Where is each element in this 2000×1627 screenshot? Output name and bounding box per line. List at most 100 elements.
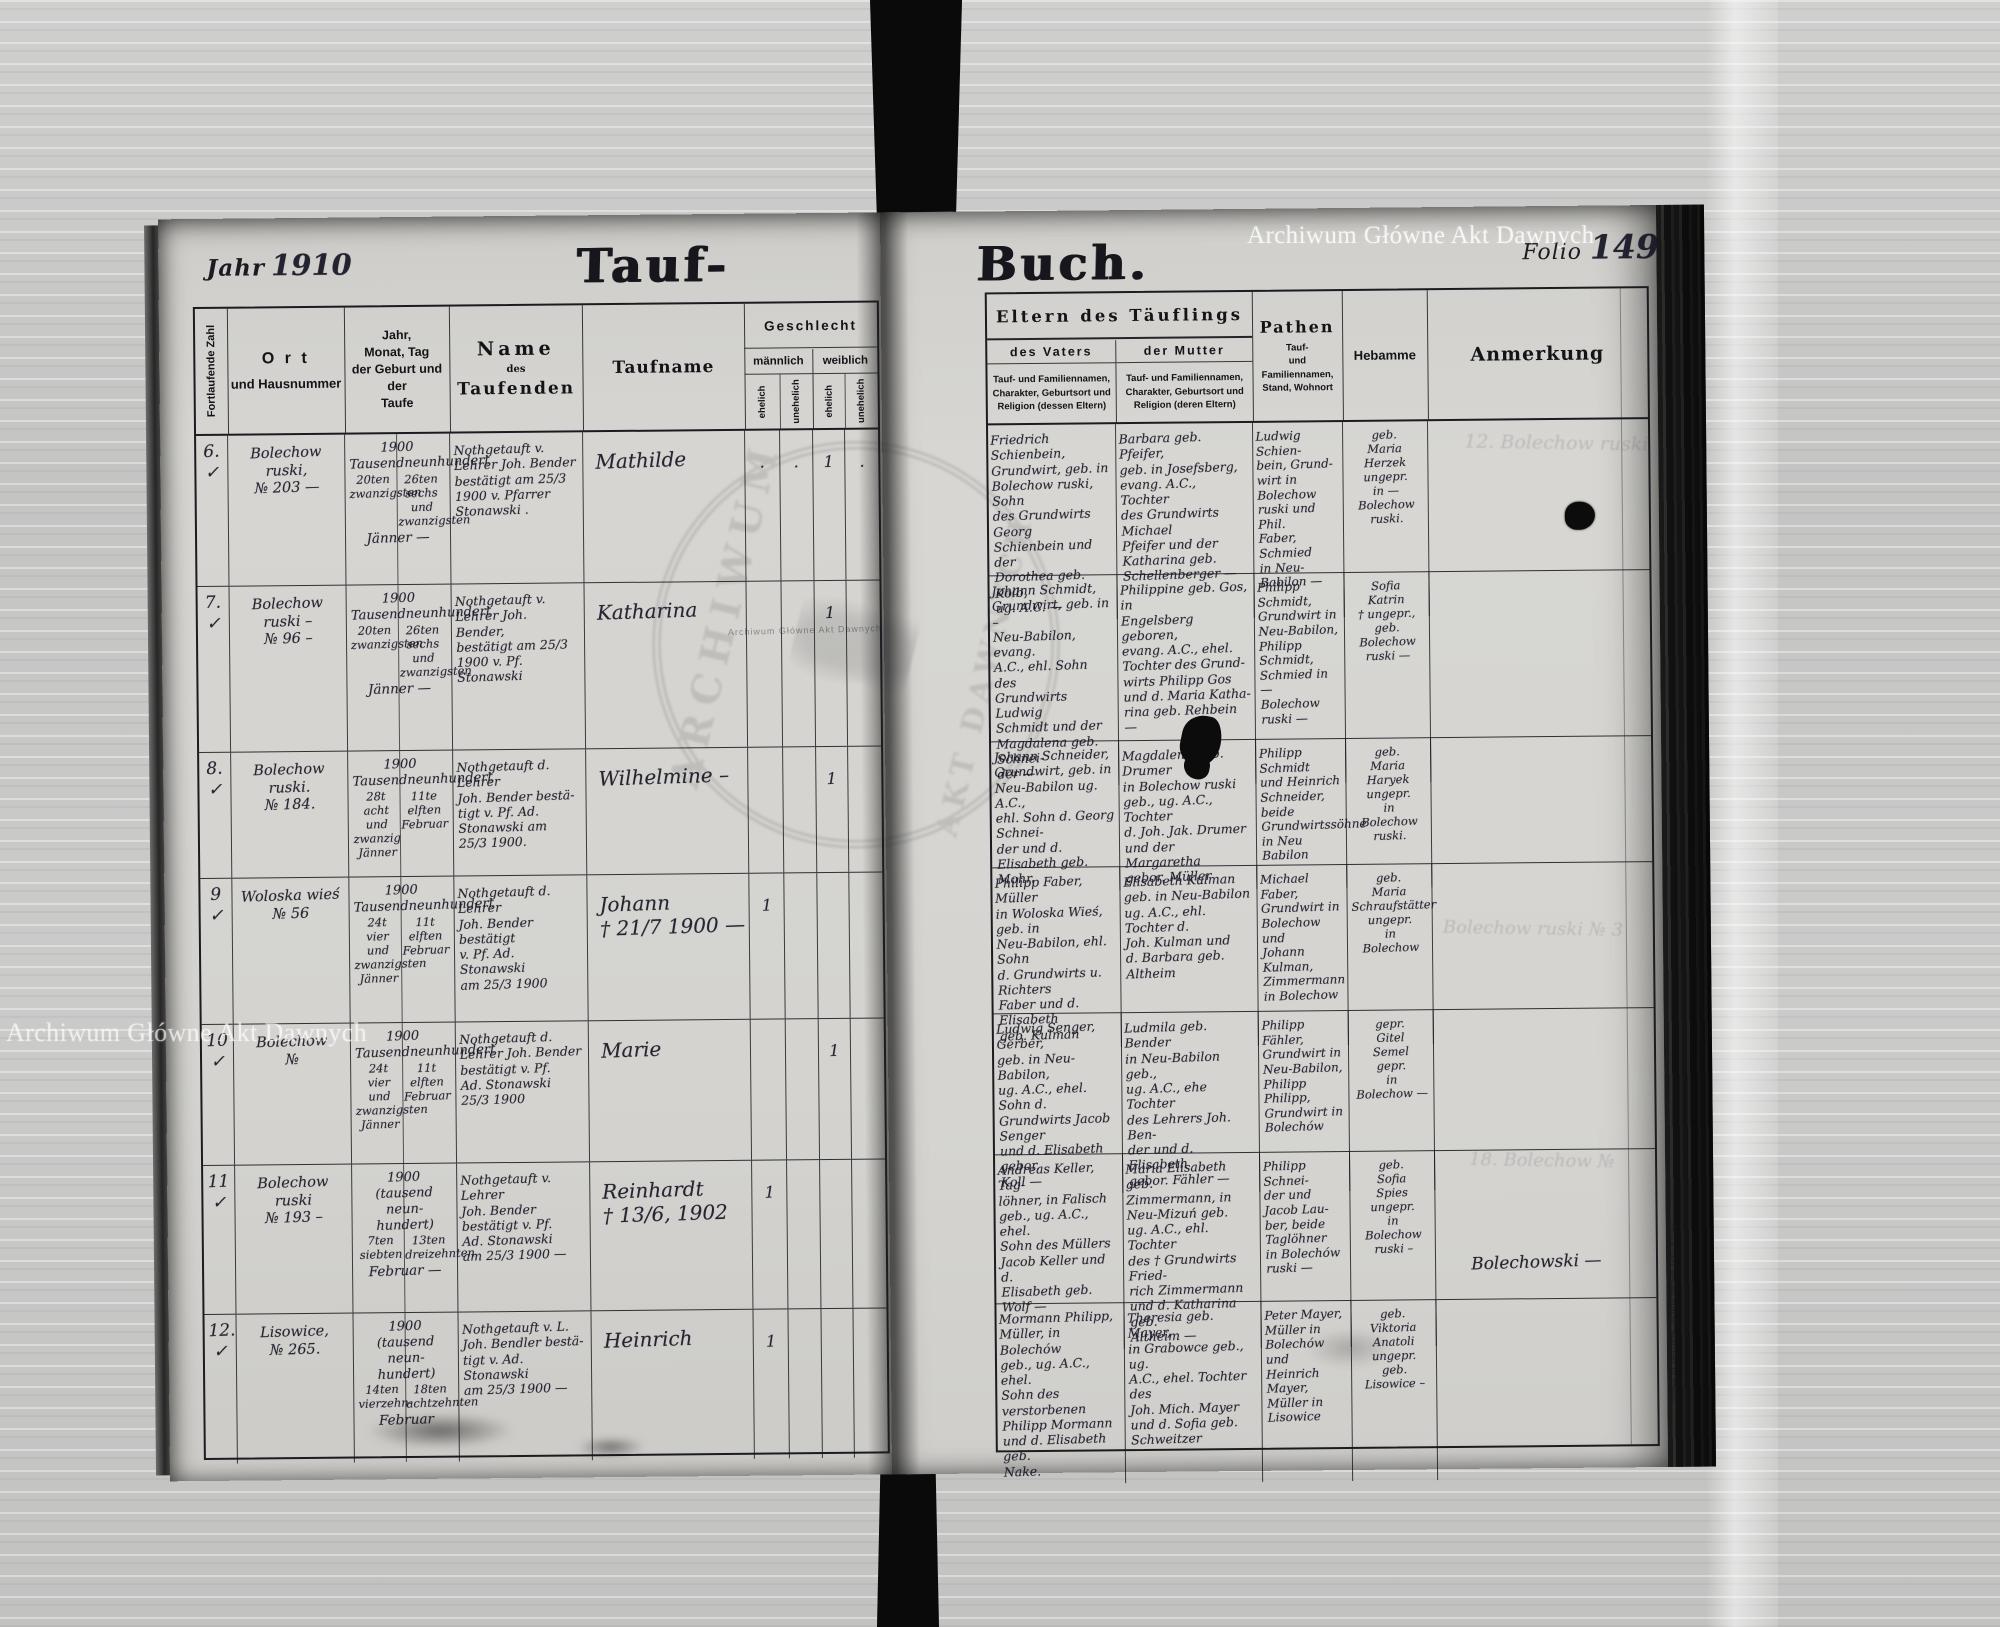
baptizer-note: Nothgetauft d. Lehrer Joh. Bender bestä-… — [456, 756, 575, 852]
entry-day-columns: 20ten zwanzigsten 26ten sechs und zwanzi… — [349, 471, 470, 528]
register-table-left: Fortlaufende Zahl O r t und Hausnummer J… — [192, 300, 890, 1464]
remark-text: Bolechowski — — [1470, 1250, 1602, 1275]
entry-place-cell: Lisowice, № 265. — [236, 1313, 355, 1464]
entry-day-columns: 24t vier und zwanzigsten Jänner 11t elft… — [354, 914, 451, 985]
godparents-details: Philipp Fähler, Grundwirt in Neu-Babilon… — [1261, 1017, 1344, 1136]
header-name-des-taufenden: Name des Taufenden — [449, 305, 583, 431]
female-legitimate-mark: 1 — [823, 451, 835, 472]
baptism-name-cell: Marie — [588, 1019, 753, 1162]
female-illegitimate-mark: . — [859, 451, 865, 471]
entry-number-cell: 8. ✓ — [199, 752, 233, 879]
father-details: Mormann Philipp, Müller, in Bolechów geb… — [998, 1308, 1114, 1480]
mother-details: Elisabeth Kulman geb. in Neu-Babilon ug.… — [1123, 871, 1251, 982]
father-cell: Mormann Philipp, Müller, in Bolechów geb… — [996, 1303, 1127, 1485]
mother-details: Philippine geb. Gos, in Engelsberg gebor… — [1119, 578, 1251, 735]
baptism-name: Heinrich — [603, 1325, 693, 1353]
male-legitimate-cell — [750, 1019, 788, 1160]
archive-watermark-bottom-left: Archiwum Główne Akt Dawnych — [6, 1018, 368, 1047]
header-m-ehelich: ehelich — [744, 374, 782, 429]
header-taufname: Taufname — [582, 304, 745, 431]
entry-place-cell: Woloska wieś № 56 — [232, 877, 351, 1024]
mother-details: Theresia geb. Mayer, in Grabowce geb., u… — [1126, 1307, 1247, 1448]
baptizer-note: Nothgetauft v. Lehrer Joh. Bender, bestä… — [454, 591, 569, 686]
entry-year: 1900 Tausendneunhundert — [352, 756, 493, 790]
header-weiblich: weiblich — [813, 347, 878, 374]
male-illegitimate-cell — [784, 873, 819, 1019]
baptism-day: 11t elften Februar — [403, 1060, 452, 1104]
right-table-header: Eltern des Täuflings des Vaters der Mutt… — [986, 288, 1648, 426]
remark-cell — [1436, 1298, 1658, 1480]
baptizer-note: Nothgetauft d. Lehrer Joh. Bender bestät… — [457, 882, 551, 993]
male-illegitimate-mark — [797, 587, 798, 603]
male-illegitimate-mark — [800, 879, 801, 895]
register-row-right: Ludwig Senger, Gerber, geb. in Neu-Babil… — [993, 1007, 1655, 1195]
male-illegitimate-mark — [802, 1025, 803, 1041]
female-legitimate-mark: 1 — [829, 1040, 841, 1061]
entry-number: 12. ✓ — [208, 1320, 236, 1362]
baptizer-note: Nothgetauft v. Lehrer Joh. Bender bestät… — [460, 1170, 567, 1265]
male-illegitimate-cell — [781, 581, 817, 747]
header-label: der Mutter — [1143, 343, 1225, 358]
baptizer-cell: Nothgetauft v. Lehrer Joh. Bender bestät… — [457, 1162, 592, 1312]
entry-number: 11 ✓ — [207, 1171, 230, 1213]
header-pathen: Pathen Tauf- und Familiennamen, Stand, W… — [1252, 291, 1343, 421]
register-row-right: Mormann Philipp, Müller, in Bolechów geb… — [996, 1297, 1658, 1485]
male-legitimate-mark — [765, 754, 766, 770]
entry-place: Bolechow ruski, № 203 — — [250, 444, 322, 498]
baptism-day: 11te elften Februar — [401, 788, 449, 832]
entry-number-cell: 12. ✓ — [204, 1314, 238, 1464]
baptism-name: Wilhelmine – — [598, 762, 730, 791]
female-illegitimate-mark — [870, 1315, 871, 1331]
bleed-through-text: 18. Bolechow № — [1468, 1148, 1615, 1173]
baptism-name-cell: Reinhardt † 13/6, 1902 — [590, 1160, 754, 1311]
male-legitimate-cell — [746, 581, 784, 747]
baptism-name: Mathilde — [595, 446, 687, 474]
left-table-header: Fortlaufende Zahl O r t und Hausnummer J… — [194, 302, 879, 437]
bleed-through-text: Bolechow ruski № 3 — [1442, 916, 1624, 941]
entry-place-cell: Bolechow ruski, № 203 — — [228, 434, 347, 586]
female-legitimate-mark: 1 — [825, 602, 836, 623]
entry-place: Bolechow ruski. № 184. — [253, 761, 325, 815]
header-label: Pathen — [1259, 317, 1335, 337]
entry-month: Februar — — [368, 1262, 442, 1281]
header-eltern: Eltern des Täuflings — [986, 291, 1253, 341]
godparents-details: Michael Faber, Grundwirt in Bolechow und… — [1259, 871, 1346, 1004]
male-legitimate-cell: 1 — [749, 873, 786, 1019]
entry-number: 6. ✓ — [203, 441, 220, 483]
header-datum: Jahr, Monat, Tag der Geburt und der Tauf… — [344, 307, 450, 433]
header-label: Geschlecht — [764, 317, 857, 334]
register-row-left: 9 ✓ Woloska wieś № 56 1900 Tausendneunhu… — [200, 871, 884, 1024]
baptism-name: Katharina — [596, 597, 698, 625]
female-illegitimate-mark — [863, 587, 864, 603]
header-w-unehelich: unehelich — [844, 373, 878, 427]
entry-day-columns: 24t vier und zwanzigsten Jänner 11t elft… — [355, 1060, 452, 1131]
entry-number-cell: 7. ✓ — [197, 586, 232, 753]
header-der-mutter: der Mutter — [1116, 338, 1253, 364]
header-label: ehelich — [756, 385, 768, 419]
header-label: und Hausnummer — [230, 375, 342, 392]
baptism-day: 26ten sechs und zwanzigsten — [399, 622, 473, 680]
midwife-details: geb. Maria Schraufstätter ungepr. in Bol… — [1351, 870, 1437, 956]
birth-day: 20ten zwanzigsten — [350, 622, 424, 652]
birth-day: 20ten zwanzigsten — [349, 471, 422, 501]
female-legitimate-mark: 1 — [826, 768, 838, 789]
midwife-details: Sofia Katrin † ungepr., geb. Bolechow ru… — [1357, 578, 1417, 664]
mother-details: Barbara geb. Pfeifer, geb. in Josefsberg… — [1118, 428, 1238, 584]
male-illegitimate-mark — [803, 1166, 804, 1182]
female-legitimate-mark — [833, 879, 834, 895]
header-fortlaufende-zahl: Fortlaufende Zahl — [195, 309, 228, 434]
male-legitimate-cell: . — [745, 430, 782, 581]
entry-year: 1900 (tausend neun- hundert) — [375, 1169, 435, 1234]
midwife-details: geb. Maria Herzek ungepr. in — Bolechow … — [1357, 427, 1415, 527]
baptizer-note: Nothgetauft v. Lehrer Joh. Bender bestät… — [453, 440, 576, 519]
entry-year: 1900 Tausendneunhundert — [354, 1028, 496, 1062]
male-legitimate-mark: 1 — [764, 1182, 775, 1202]
entry-place-cell: Bolechow ruski. № 184. — [231, 751, 350, 878]
female-illegitimate-mark — [866, 879, 867, 895]
entry-date-cell: 1900 Tausendneunhundert 20ten zwanzigste… — [346, 584, 491, 751]
header-ort: O r t und Hausnummer — [227, 308, 345, 434]
year-label: Jahr — [206, 254, 266, 282]
title-tauf: Tauf- — [575, 237, 731, 295]
female-legitimate-cell — [817, 872, 851, 1019]
entry-number-cell: 9 ✓ — [200, 878, 234, 1024]
